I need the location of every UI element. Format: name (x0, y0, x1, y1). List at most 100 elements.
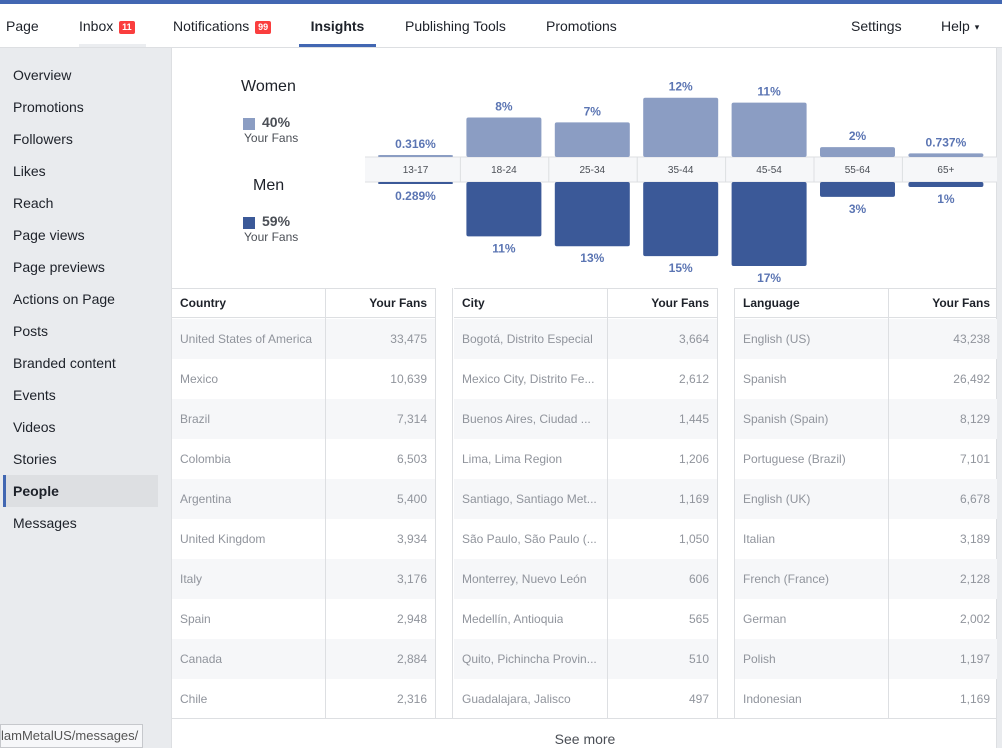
sidebar-item-actions-on-page[interactable]: Actions on Page (13, 291, 115, 307)
country-fans-cell: 3,176 (396, 572, 427, 586)
tab-promotions[interactable]: Promotions (546, 4, 617, 47)
see-more-button[interactable]: See more (172, 718, 998, 748)
women-bar (378, 155, 453, 157)
age-gender-chart: 0.316% 0.289% 13-17 8% 11% 18-24 7% 13% 25-34 12%… (365, 80, 998, 285)
age-tick-label: 45-54 (756, 165, 782, 176)
city-name-cell: Monterrey, Nuevo León (462, 572, 587, 586)
column-divider (888, 289, 889, 719)
women-bar (554, 122, 630, 157)
language-name-cell: German (743, 612, 787, 626)
sidebar-item-videos[interactable]: Videos (13, 419, 56, 435)
settings-link[interactable]: Settings (851, 4, 902, 47)
age-tick-label: 25-34 (580, 165, 606, 176)
tab-notifications[interactable]: Notifications 99 (173, 4, 272, 47)
sidebar-item-stories[interactable]: Stories (13, 451, 57, 467)
women-value-label: 0.737% (926, 135, 967, 149)
men-value-label: 3% (849, 202, 867, 216)
city-fans-cell: 510 (688, 652, 709, 666)
women-value-label: 11% (757, 85, 781, 99)
help-label: Help (941, 18, 970, 34)
sidebar-item-followers[interactable]: Followers (13, 131, 73, 147)
women-value-label: 8% (495, 99, 513, 113)
language-fans-cell: 1,169 (959, 692, 990, 706)
language-table-header: Language Your Fans (735, 289, 998, 318)
page-gutter (997, 48, 1002, 748)
men-value-label: 15% (669, 261, 693, 275)
language-fans-cell: 3,189 (959, 532, 990, 546)
sidebar-item-likes[interactable]: Likes (13, 163, 46, 179)
language-name-cell: French (France) (743, 572, 830, 586)
city-name-cell: Mexico City, Distrito Fe... (462, 372, 595, 386)
table-row: United Kingdom 3,934 (172, 519, 435, 559)
language-fans-cell: 26,492 (953, 372, 990, 386)
language-fans-cell: 6,678 (959, 492, 990, 506)
country-fans-cell: 10,639 (390, 372, 427, 386)
settings-label: Settings (851, 18, 902, 34)
column-divider (607, 289, 608, 719)
table-row: Italy 3,176 (172, 559, 435, 599)
tab-page[interactable]: Page (6, 4, 39, 47)
men-value-label: 11% (492, 241, 516, 255)
city-fans-cell: 497 (688, 692, 709, 706)
language-table: Language Your Fans English (US) 43,238 Spa… (735, 288, 998, 719)
language-name-cell: Spanish (Spain) (743, 412, 829, 426)
country-name-cell: United States of America (180, 332, 313, 346)
table-row: English (UK) 6,678 (735, 479, 998, 519)
women-value-label: 0.316% (395, 137, 436, 151)
language-name-cell: Italian (743, 532, 776, 546)
age-tick-label: 18-24 (491, 165, 517, 176)
language-name-cell: Polish (743, 652, 776, 666)
men-bar (466, 182, 542, 237)
women-your-fans-label: Your Fans (244, 131, 299, 145)
table-row: French (France) 2,128 (735, 559, 998, 599)
table-row: Bogotá, Distrito Especial 3,664 (454, 319, 717, 359)
language-fans-cell: 7,101 (959, 452, 990, 466)
city-name-cell: São Paulo, São Paulo (... (462, 532, 597, 546)
country-name-cell: Spain (180, 612, 211, 626)
sidebar-item-page-previews[interactable]: Page previews (13, 259, 105, 275)
language-fans-cell: 2,128 (959, 572, 990, 586)
sidebar-item-branded-content[interactable]: Branded content (13, 355, 116, 371)
country-name-cell: Brazil (180, 412, 211, 426)
sidebar-item-people[interactable]: People (3, 475, 158, 507)
city-fans-cell: 2,612 (678, 372, 709, 386)
women-bar (908, 153, 984, 157)
men-swatch (243, 217, 255, 229)
language-name-cell: English (US) (743, 332, 811, 346)
sidebar-item-posts[interactable]: Posts (13, 323, 49, 339)
city-name-cell: Lima, Lima Region (462, 452, 563, 466)
women-title: Women (241, 78, 296, 95)
country-name-cell: Mexico (180, 372, 219, 386)
country-fans-cell: 2,316 (396, 692, 427, 706)
tab-publishing-tools-label: Publishing Tools (405, 18, 506, 34)
sidebar-item-messages[interactable]: Messages (13, 515, 77, 531)
table-row: Mexico 10,639 (172, 359, 435, 399)
tab-publishing-tools[interactable]: Publishing Tools (405, 4, 506, 47)
page-nav-bar: Page Inbox 11 Notifications 99 Insights … (0, 4, 1002, 48)
women-bar (643, 97, 719, 157)
country-table-header: Country Your Fans (172, 289, 435, 318)
table-row: Lima, Lima Region 1,206 (454, 439, 717, 479)
country-fans-cell: 3,934 (396, 532, 427, 546)
sidebar-item-overview[interactable]: Overview (13, 67, 72, 83)
link-status-bar: lamMetalUS/messages/ (0, 724, 143, 748)
country-fans-header: Your Fans (369, 296, 427, 310)
sidebar-item-reach[interactable]: Reach (13, 195, 54, 211)
sidebar-item-promotions[interactable]: Promotions (13, 99, 84, 115)
help-menu[interactable]: Help ▾ (941, 4, 979, 47)
city-fans-cell: 606 (688, 572, 709, 586)
city-name-cell: Santiago, Santiago Met... (462, 492, 597, 506)
country-fans-cell: 2,884 (396, 652, 427, 666)
tab-inbox[interactable]: Inbox 11 (79, 4, 146, 47)
tab-insights[interactable]: Insights (299, 4, 376, 47)
language-fans-cell: 2,002 (959, 612, 990, 626)
sidebar-item-page-views[interactable]: Page views (13, 227, 85, 243)
country-name-cell: Argentina (180, 492, 232, 506)
table-row: Spanish (Spain) 8,129 (735, 399, 998, 439)
language-name-cell: Spanish (743, 372, 787, 386)
age-axis-band (365, 157, 998, 182)
age-tick-label: 55-64 (845, 165, 871, 176)
sidebar-item-events[interactable]: Events (13, 387, 56, 403)
table-row: Buenos Aires, Ciudad ... 1,445 (454, 399, 717, 439)
language-name-cell: Indonesian (743, 692, 802, 706)
